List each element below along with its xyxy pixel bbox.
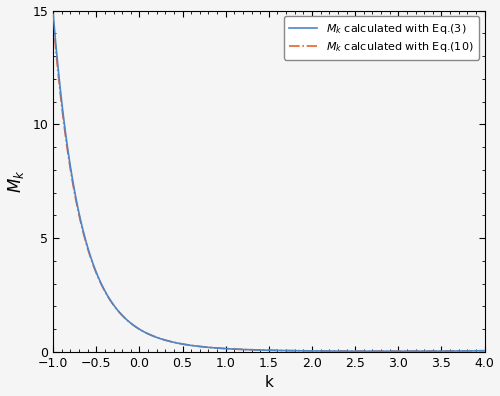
$M_k$ calculated with Eq.(3) [72, 192, 78, 197]
$M_k$ calculated with Eq.(3) [260, 348, 266, 352]
$M_k$ calculated with Eq.(3) [390, 349, 396, 354]
$M_k$ calculated with Eq.(3) [388, 349, 394, 354]
$M_k$ calculated with Eq.(10) [50, 19, 56, 23]
$M_k$ calculated with Eq.(10) [390, 349, 396, 354]
$M_k$ calculated with Eq.(10) [482, 348, 488, 353]
Line: $M_k$ calculated with Eq.(3): $M_k$ calculated with Eq.(3) [53, 14, 484, 351]
$M_k$ calculated with Eq.(3) [248, 347, 254, 352]
$M_k$ calculated with Eq.(3) [469, 348, 475, 353]
$M_k$ calculated with Eq.(10) [248, 347, 254, 352]
Legend: $M_k$ calculated with Eq.(3), $M_k$ calculated with Eq.(10): $M_k$ calculated with Eq.(3), $M_k$ calc… [284, 16, 479, 60]
$M_k$ calculated with Eq.(10) [469, 348, 475, 353]
X-axis label: k: k [264, 375, 274, 390]
$M_k$ calculated with Eq.(3) [469, 348, 475, 353]
$M_k$ calculated with Eq.(10) [260, 348, 266, 352]
Y-axis label: $M_k$: $M_k$ [6, 169, 25, 193]
$M_k$ calculated with Eq.(10) [469, 348, 475, 353]
$M_k$ calculated with Eq.(3) [482, 348, 488, 353]
Line: $M_k$ calculated with Eq.(10): $M_k$ calculated with Eq.(10) [53, 21, 484, 351]
$M_k$ calculated with Eq.(10) [386, 349, 392, 354]
$M_k$ calculated with Eq.(3) [50, 12, 56, 17]
$M_k$ calculated with Eq.(10) [72, 194, 78, 199]
